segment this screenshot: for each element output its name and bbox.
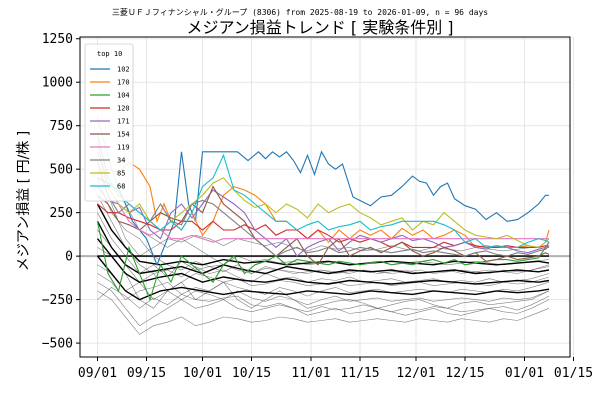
series-line-34 <box>96 160 550 257</box>
x-tick-label-5: 11/15 <box>340 366 379 381</box>
x-tick-label-2: 10/01 <box>183 366 222 381</box>
y-tick-label-4: 500 <box>50 163 73 178</box>
series-line-119 <box>96 142 549 243</box>
x-tick-label-9: 01/15 <box>554 366 593 381</box>
series-line-102 <box>97 150 549 267</box>
legend-label-104: 104 <box>117 92 130 100</box>
background-series-line-2 <box>97 195 550 283</box>
legend-entries: 102 170 104 120 171 154 119 34 85 68 <box>90 66 130 191</box>
chart-suptitle: 三菱ＵＦＪフィナンシャル・グループ (8306) from 2025-08-19… <box>112 7 488 17</box>
series-line-85 <box>96 151 550 248</box>
x-tick-label-3: 10/15 <box>232 366 271 381</box>
legend-label-154: 154 <box>117 131 130 139</box>
legend-label-119: 119 <box>117 144 130 152</box>
legend-label-170: 170 <box>117 79 130 87</box>
y-axis-label: メジアン損益 [ 円/株 ] <box>16 131 32 271</box>
x-tick-label-7: 12/15 <box>445 366 484 381</box>
x-tick-label-4: 11/01 <box>291 366 330 381</box>
top-series <box>96 134 550 302</box>
legend-label-85: 85 <box>117 170 125 178</box>
background-series-line-0 <box>97 287 550 313</box>
legend-label-120: 120 <box>117 105 130 113</box>
legend-label-102: 102 <box>117 66 130 74</box>
y-tick-label-3: 250 <box>50 206 73 221</box>
x-tick-label-0: 09/01 <box>78 366 117 381</box>
series-line-68 <box>96 134 550 248</box>
x-tick-label-6: 12/01 <box>396 366 435 381</box>
y-tick-label-7: 1250 <box>42 32 73 47</box>
series-line-120 <box>97 203 550 249</box>
legend-label-34: 34 <box>117 157 125 165</box>
background-series-line-5 <box>97 281 550 327</box>
axis-ticks: 09/01 09/15 10/01 10/15 11/01 11/15 12/01 12/15… <box>42 32 593 381</box>
black-series-line-4 <box>96 255 550 301</box>
black-series-line-1 <box>96 220 550 275</box>
background-series-line-11 <box>97 290 550 335</box>
legend-label-171: 171 <box>117 118 130 126</box>
y-tick-label-5: 750 <box>50 119 73 134</box>
y-tick-label-2: 0 <box>65 250 73 265</box>
background-series-line-9 <box>97 247 550 309</box>
chart-title: メジアン損益トレンド [ 実験条件別 ] <box>186 18 453 37</box>
y-tick-label-1: −250 <box>42 293 73 308</box>
y-tick-label-0: −500 <box>42 337 73 352</box>
series-line-104 <box>96 221 550 302</box>
legend-box <box>84 43 134 202</box>
x-tick-label-1: 09/15 <box>127 366 166 381</box>
plot-frame <box>79 36 571 358</box>
legend-label-68: 68 <box>117 183 125 191</box>
background-series-line-6 <box>97 169 550 257</box>
background-series-line-1 <box>97 273 550 300</box>
x-tick-label-8: 01/01 <box>505 366 544 381</box>
legend-title: top 10 <box>97 50 122 58</box>
background-series-line-10 <box>97 177 550 274</box>
legend: top 10 102 170 104 120 171 154 119 34 85 68 <box>84 43 134 202</box>
y-tick-label-6: 1000 <box>42 76 73 91</box>
background-series-line-8 <box>97 116 550 266</box>
